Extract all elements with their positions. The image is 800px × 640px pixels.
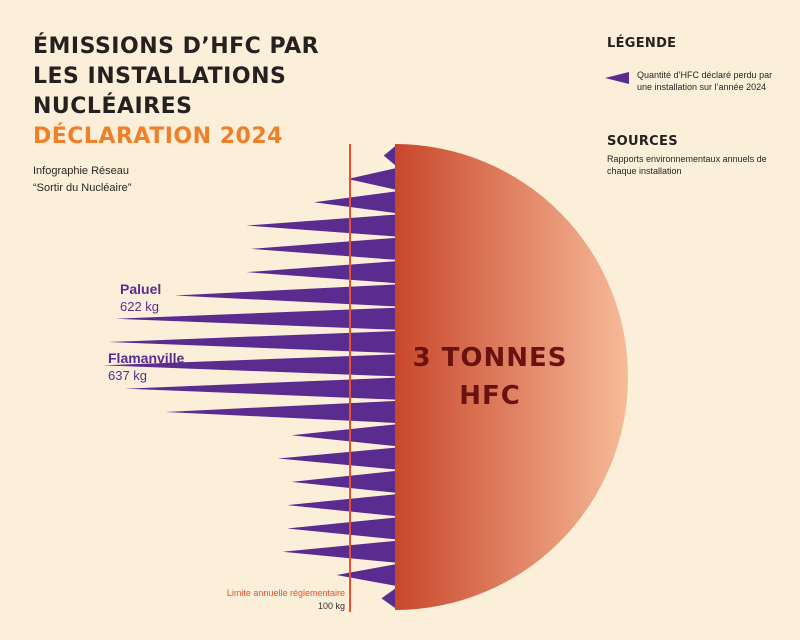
total-label-line-1: 3 TONNES [412,343,568,373]
emission-spike [102,354,397,377]
title-line-3: NUCLÉAIRES [33,94,193,119]
title-line-1: ÉMISSIONS D’HFC PAR [33,34,320,59]
emission-spike [278,447,397,470]
spikes-group [102,144,397,610]
title-line-2: LES INSTALLATIONS [33,64,287,89]
annotation-name-flamanville: Flamanville [108,350,185,367]
total-label: 3 TONNES HFC [395,339,585,415]
emission-spike [336,564,397,587]
annotation-value-paluel: 622 kg [120,298,160,314]
limit-label-value: 100 kg [317,601,345,611]
limit-label: Limite annuelle réglementaire 100 kg [180,587,345,613]
emission-spike [246,261,397,284]
legend-text: Quantité d’HFC déclaré perdu par une ins… [637,70,773,92]
emission-spike [287,494,397,517]
emission-spike [314,191,397,214]
emission-spike [291,424,397,447]
emission-spike [381,587,397,610]
emission-spike [291,470,397,493]
emission-spike [251,237,397,260]
credit: Infographie Réseau “Sortir du Nucléaire” [33,163,131,197]
title-accent: DÉCLARATION 2024 [33,124,283,149]
legend-spike-icon [605,72,629,84]
emission-spike [282,540,397,563]
annotation-value-flamanville: 637 kg [108,368,148,384]
total-label-line-2: HFC [459,381,521,411]
annotation-name-paluel: Paluel [120,280,162,297]
emission-spike [287,517,397,540]
title-block: ÉMISSIONS D’HFC PAR LES INSTALLATIONS NU… [33,32,333,152]
sources-text: Rapports environnementaux annuels de cha… [607,154,767,176]
legend-title: LÉGENDE [607,36,677,51]
emission-spike [174,284,397,307]
credit-line-1: Infographie Réseau [33,165,130,177]
total-half-circle [395,144,628,610]
limit-label-name: Limite annuelle réglementaire [226,588,345,598]
emission-spike [165,400,397,423]
credit-line-2: “Sortir du Nucléaire” [33,182,132,194]
emission-spike [246,214,397,237]
emission-spike [115,307,397,330]
emission-spike [108,331,397,354]
sources-title: SOURCES [607,134,678,149]
emission-spike [383,144,397,167]
emission-spike [347,167,397,190]
emission-spike [125,377,397,400]
